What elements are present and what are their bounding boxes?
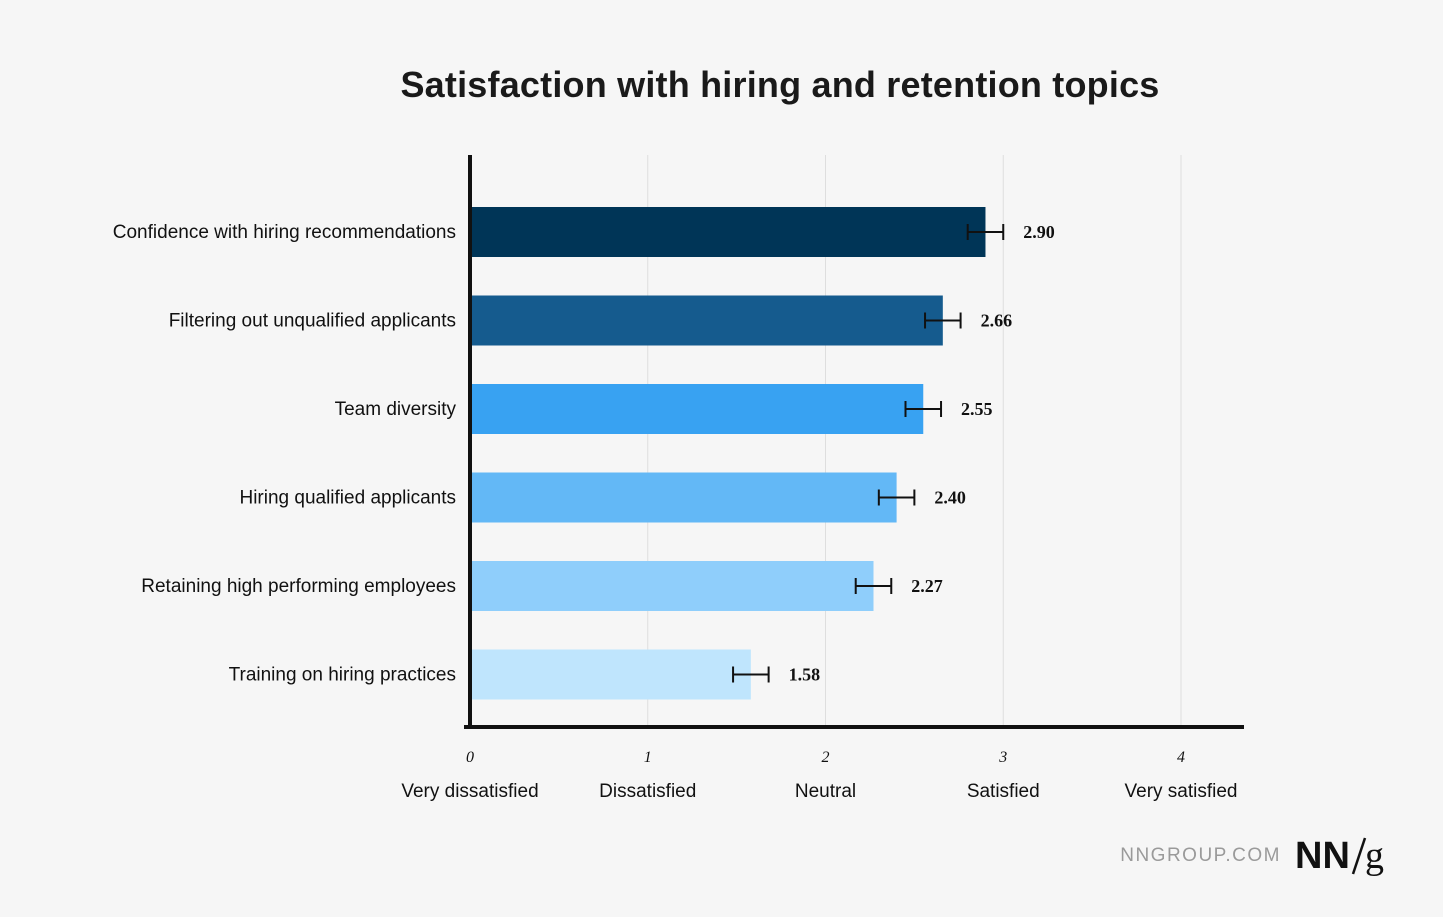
x-tick-label-0: 0: [466, 749, 474, 766]
brand-site: NNGROUP.COM: [1120, 845, 1281, 866]
bars: [470, 207, 1005, 700]
x-tick-label-4: 4: [1177, 749, 1185, 766]
category-label-0: Confidence with hiring recommendations: [113, 222, 456, 243]
scale-label-0: Very dissatisfied: [401, 781, 538, 802]
category-label-3: Hiring qualified applicants: [239, 488, 456, 509]
value-label-4: 2.27: [911, 576, 943, 596]
bar-0: [470, 207, 986, 257]
category-label-2: Team diversity: [335, 399, 457, 420]
value-label-0: 2.90: [1023, 222, 1055, 242]
brand-footer: NNGROUP.COM NN g: [1120, 834, 1385, 878]
svg-text:NN: NN: [1295, 835, 1350, 877]
labels: 2.90 Confidence with hiring recommendatio…: [113, 222, 1238, 802]
svg-text:g: g: [1365, 835, 1384, 877]
value-label-3: 2.40: [934, 488, 966, 508]
x-tick-label-1: 1: [644, 749, 652, 766]
bar-3: [470, 472, 897, 523]
scale-label-4: Very satisfied: [1125, 781, 1238, 802]
error-bar-1: [924, 312, 962, 329]
value-label-1: 2.66: [981, 311, 1013, 331]
value-label-2: 2.55: [961, 399, 993, 419]
x-tick-label-2: 2: [822, 749, 830, 766]
chart-title: Satisfaction with hiring and retention t…: [400, 64, 1160, 105]
error-bar-5: [732, 666, 770, 683]
category-label-5: Training on hiring practices: [229, 665, 456, 686]
x-tick-label-3: 3: [998, 749, 1007, 766]
error-bar-3: [877, 489, 916, 506]
axes: [464, 155, 1244, 729]
category-label-4: Retaining high performing employees: [141, 576, 456, 597]
bar-1: [470, 295, 943, 346]
bar-5: [470, 649, 751, 700]
nng-logo: NN g: [1295, 835, 1384, 877]
bar-4: [470, 561, 874, 611]
error-bar-0: [966, 224, 1005, 240]
scale-label-2: Neutral: [795, 781, 856, 802]
category-label-1: Filtering out unqualified applicants: [169, 311, 456, 332]
scale-label-1: Dissatisfied: [599, 781, 696, 802]
bar-2: [470, 384, 924, 434]
scale-label-3: Satisfied: [967, 781, 1040, 802]
error-bar-4: [854, 578, 893, 594]
error-bar-2: [904, 401, 943, 417]
value-label-5: 1.58: [789, 665, 821, 685]
